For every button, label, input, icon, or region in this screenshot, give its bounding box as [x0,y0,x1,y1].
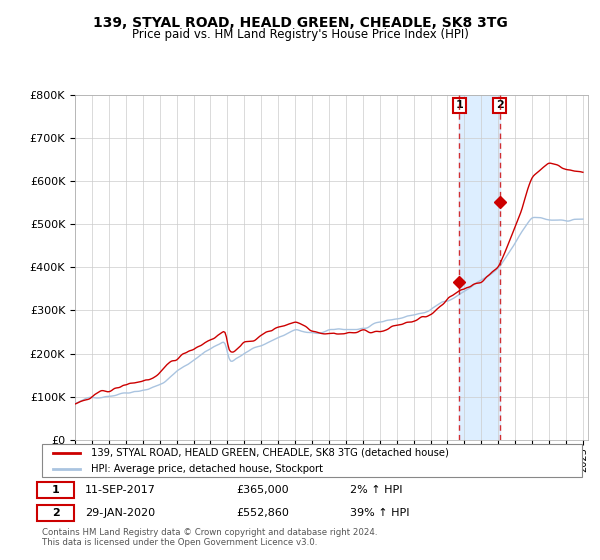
Text: Price paid vs. HM Land Registry's House Price Index (HPI): Price paid vs. HM Land Registry's House … [131,28,469,41]
Text: 2% ↑ HPI: 2% ↑ HPI [350,486,402,496]
FancyBboxPatch shape [42,444,582,477]
Text: HPI: Average price, detached house, Stockport: HPI: Average price, detached house, Stoc… [91,464,323,474]
FancyBboxPatch shape [37,482,74,498]
Text: £365,000: £365,000 [236,486,289,496]
Text: 11-SEP-2017: 11-SEP-2017 [85,486,156,496]
FancyBboxPatch shape [37,505,74,521]
Text: 2: 2 [52,508,59,517]
Text: 1: 1 [52,486,59,496]
Text: 29-JAN-2020: 29-JAN-2020 [85,508,155,517]
Text: Contains HM Land Registry data © Crown copyright and database right 2024.
This d: Contains HM Land Registry data © Crown c… [42,528,377,547]
Bar [460,95,500,440]
Text: 139, STYAL ROAD, HEALD GREEN, CHEADLE, SK8 3TG (detached house): 139, STYAL ROAD, HEALD GREEN, CHEADLE, S… [91,448,448,458]
Text: 39% ↑ HPI: 39% ↑ HPI [350,508,409,517]
Text: £552,860: £552,860 [236,508,289,517]
Text: 2: 2 [496,100,503,110]
Text: 1: 1 [455,100,463,110]
Text: 139, STYAL ROAD, HEALD GREEN, CHEADLE, SK8 3TG: 139, STYAL ROAD, HEALD GREEN, CHEADLE, S… [92,16,508,30]
